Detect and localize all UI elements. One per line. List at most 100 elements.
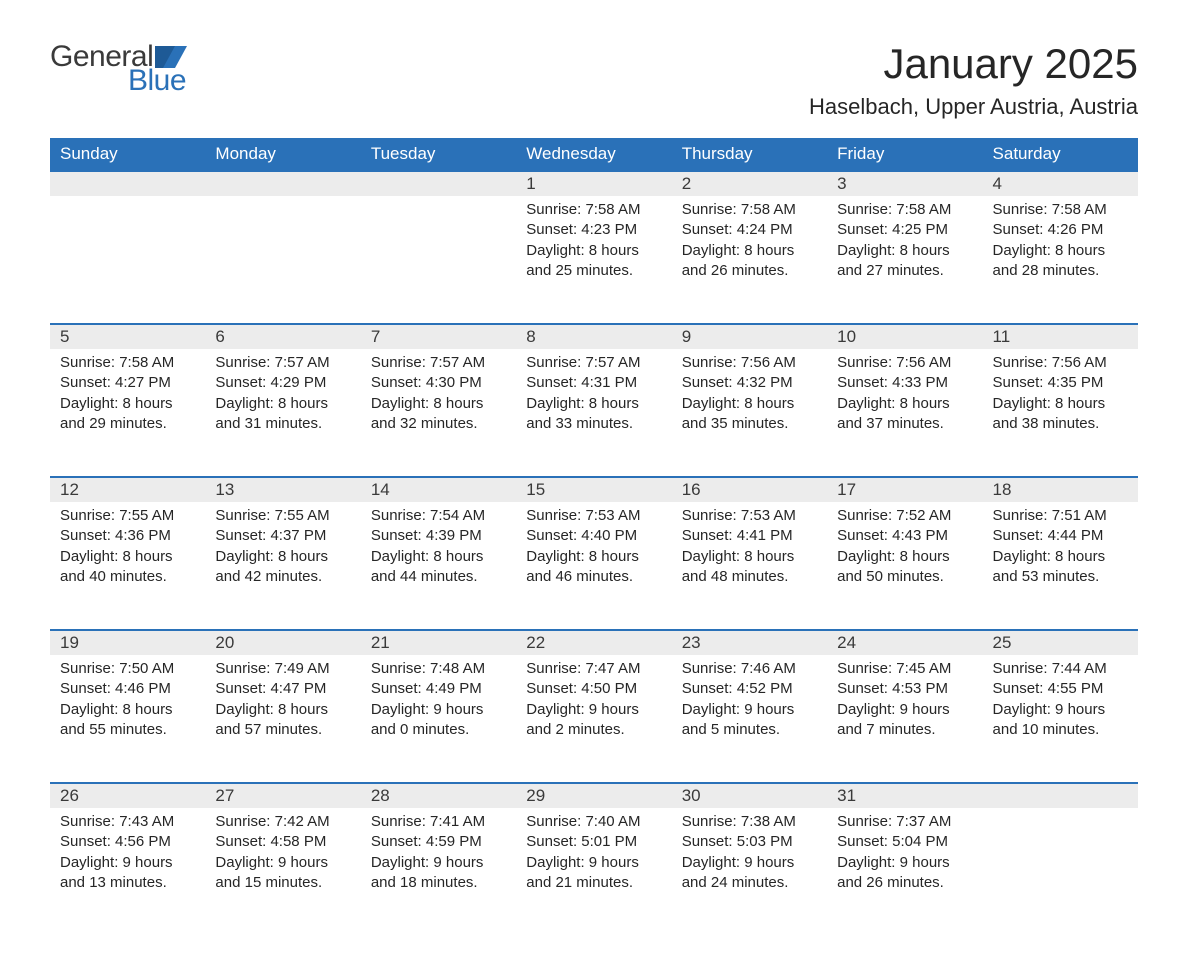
day-content: Sunrise: 7:53 AMSunset: 4:40 PMDaylight:…	[516, 502, 671, 630]
sunset-line: Sunset: 4:49 PM	[371, 679, 506, 699]
day-number: 26	[50, 783, 205, 808]
day-number-row: 19202122232425	[50, 630, 1138, 655]
day-number: 9	[672, 324, 827, 349]
day-content: Sunrise: 7:54 AMSunset: 4:39 PMDaylight:…	[361, 502, 516, 630]
sunrise-line: Sunrise: 7:44 AM	[993, 659, 1128, 679]
daylight-line: Daylight: 8 hours and 42 minutes.	[215, 547, 350, 588]
day-number: 20	[205, 630, 360, 655]
day-content: Sunrise: 7:51 AMSunset: 4:44 PMDaylight:…	[983, 502, 1138, 630]
day-content: Sunrise: 7:55 AMSunset: 4:37 PMDaylight:…	[205, 502, 360, 630]
logo: General Blue	[50, 40, 187, 98]
sunset-line: Sunset: 4:53 PM	[837, 679, 972, 699]
day-content: Sunrise: 7:57 AMSunset: 4:29 PMDaylight:…	[205, 349, 360, 477]
sunrise-line: Sunrise: 7:46 AM	[682, 659, 817, 679]
day-content: Sunrise: 7:58 AMSunset: 4:23 PMDaylight:…	[516, 196, 671, 324]
day-content: Sunrise: 7:58 AMSunset: 4:26 PMDaylight:…	[983, 196, 1138, 324]
day-content: Sunrise: 7:56 AMSunset: 4:33 PMDaylight:…	[827, 349, 982, 477]
sunrise-line: Sunrise: 7:58 AM	[837, 200, 972, 220]
sunrise-line: Sunrise: 7:55 AM	[215, 506, 350, 526]
day-content: Sunrise: 7:55 AMSunset: 4:36 PMDaylight:…	[50, 502, 205, 630]
day-number: 30	[672, 783, 827, 808]
day-number: 19	[50, 630, 205, 655]
daylight-line: Daylight: 9 hours and 0 minutes.	[371, 700, 506, 741]
sunset-line: Sunset: 4:47 PM	[215, 679, 350, 699]
day-number: 28	[361, 783, 516, 808]
sunset-line: Sunset: 4:30 PM	[371, 373, 506, 393]
day-number: 4	[983, 171, 1138, 196]
day-content: Sunrise: 7:37 AMSunset: 5:04 PMDaylight:…	[827, 808, 982, 936]
sunset-line: Sunset: 4:50 PM	[526, 679, 661, 699]
empty-day-number	[205, 171, 360, 196]
page-header: General Blue January 2025 Haselbach, Upp…	[50, 40, 1138, 120]
daylight-line: Daylight: 9 hours and 13 minutes.	[60, 853, 195, 894]
day-header: Friday	[827, 138, 982, 171]
sunset-line: Sunset: 4:41 PM	[682, 526, 817, 546]
day-number: 5	[50, 324, 205, 349]
sunset-line: Sunset: 4:27 PM	[60, 373, 195, 393]
sunrise-line: Sunrise: 7:58 AM	[682, 200, 817, 220]
day-content: Sunrise: 7:52 AMSunset: 4:43 PMDaylight:…	[827, 502, 982, 630]
sunrise-line: Sunrise: 7:56 AM	[993, 353, 1128, 373]
month-title: January 2025	[809, 40, 1138, 88]
sunset-line: Sunset: 4:29 PM	[215, 373, 350, 393]
daylight-line: Daylight: 9 hours and 10 minutes.	[993, 700, 1128, 741]
day-content-row: Sunrise: 7:58 AMSunset: 4:23 PMDaylight:…	[50, 196, 1138, 324]
daylight-line: Daylight: 9 hours and 7 minutes.	[837, 700, 972, 741]
day-number: 23	[672, 630, 827, 655]
day-content: Sunrise: 7:58 AMSunset: 4:24 PMDaylight:…	[672, 196, 827, 324]
sunset-line: Sunset: 4:43 PM	[837, 526, 972, 546]
sunset-line: Sunset: 4:33 PM	[837, 373, 972, 393]
sunrise-line: Sunrise: 7:38 AM	[682, 812, 817, 832]
sunrise-line: Sunrise: 7:37 AM	[837, 812, 972, 832]
sunset-line: Sunset: 4:32 PM	[682, 373, 817, 393]
sunrise-line: Sunrise: 7:58 AM	[60, 353, 195, 373]
daylight-line: Daylight: 9 hours and 2 minutes.	[526, 700, 661, 741]
sunrise-line: Sunrise: 7:53 AM	[682, 506, 817, 526]
sunrise-line: Sunrise: 7:48 AM	[371, 659, 506, 679]
location: Haselbach, Upper Austria, Austria	[809, 94, 1138, 120]
empty-day-number	[983, 783, 1138, 808]
sunset-line: Sunset: 4:39 PM	[371, 526, 506, 546]
daylight-line: Daylight: 8 hours and 28 minutes.	[993, 241, 1128, 282]
day-content-row: Sunrise: 7:43 AMSunset: 4:56 PMDaylight:…	[50, 808, 1138, 936]
day-number: 3	[827, 171, 982, 196]
day-content: Sunrise: 7:44 AMSunset: 4:55 PMDaylight:…	[983, 655, 1138, 783]
daylight-line: Daylight: 8 hours and 50 minutes.	[837, 547, 972, 588]
sunset-line: Sunset: 4:31 PM	[526, 373, 661, 393]
day-content: Sunrise: 7:41 AMSunset: 4:59 PMDaylight:…	[361, 808, 516, 936]
day-number: 12	[50, 477, 205, 502]
daylight-line: Daylight: 9 hours and 26 minutes.	[837, 853, 972, 894]
daylight-line: Daylight: 8 hours and 55 minutes.	[60, 700, 195, 741]
daylight-line: Daylight: 8 hours and 48 minutes.	[682, 547, 817, 588]
empty-day-content	[50, 196, 205, 324]
day-content: Sunrise: 7:48 AMSunset: 4:49 PMDaylight:…	[361, 655, 516, 783]
sunrise-line: Sunrise: 7:53 AM	[526, 506, 661, 526]
sunrise-line: Sunrise: 7:41 AM	[371, 812, 506, 832]
sunrise-line: Sunrise: 7:54 AM	[371, 506, 506, 526]
calendar-head: SundayMondayTuesdayWednesdayThursdayFrid…	[50, 138, 1138, 171]
day-number: 1	[516, 171, 671, 196]
daylight-line: Daylight: 8 hours and 29 minutes.	[60, 394, 195, 435]
sunset-line: Sunset: 4:35 PM	[993, 373, 1128, 393]
day-number: 10	[827, 324, 982, 349]
empty-day-number	[50, 171, 205, 196]
day-number: 25	[983, 630, 1138, 655]
sunrise-line: Sunrise: 7:55 AM	[60, 506, 195, 526]
day-header: Wednesday	[516, 138, 671, 171]
empty-day-number	[361, 171, 516, 196]
day-header: Sunday	[50, 138, 205, 171]
daylight-line: Daylight: 8 hours and 25 minutes.	[526, 241, 661, 282]
sunrise-line: Sunrise: 7:49 AM	[215, 659, 350, 679]
day-number: 21	[361, 630, 516, 655]
day-number: 14	[361, 477, 516, 502]
sunset-line: Sunset: 4:26 PM	[993, 220, 1128, 240]
sunset-line: Sunset: 4:37 PM	[215, 526, 350, 546]
daylight-line: Daylight: 8 hours and 27 minutes.	[837, 241, 972, 282]
sunset-line: Sunset: 4:56 PM	[60, 832, 195, 852]
sunrise-line: Sunrise: 7:52 AM	[837, 506, 972, 526]
sunset-line: Sunset: 4:44 PM	[993, 526, 1128, 546]
daylight-line: Daylight: 9 hours and 18 minutes.	[371, 853, 506, 894]
empty-day-content	[983, 808, 1138, 936]
day-header: Thursday	[672, 138, 827, 171]
sunrise-line: Sunrise: 7:43 AM	[60, 812, 195, 832]
